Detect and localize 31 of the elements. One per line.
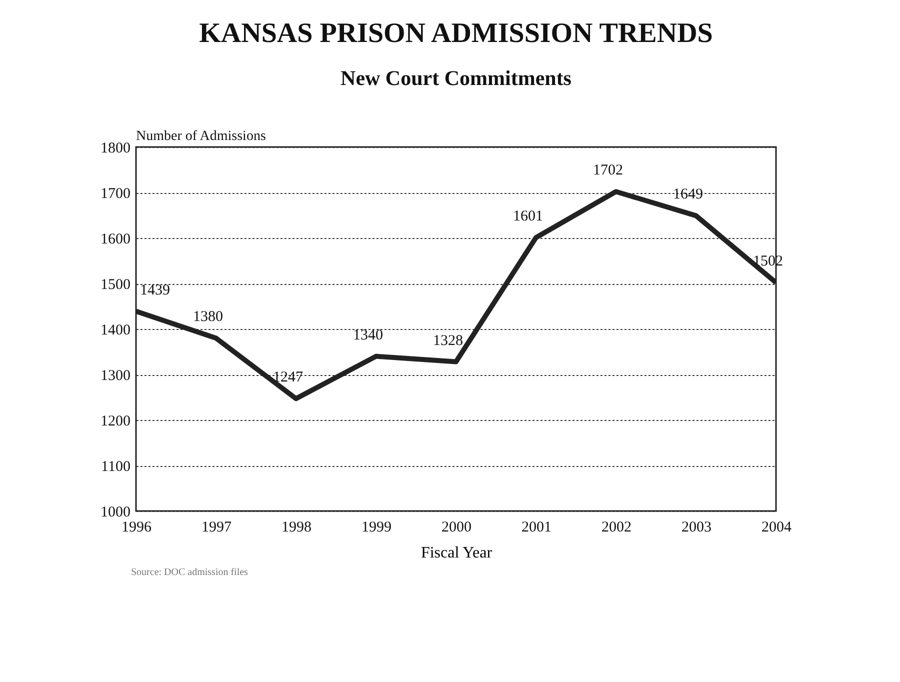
source-note: Source: DOC admission files xyxy=(131,567,248,578)
chart-title: KANSAS PRISON ADMISSION TRENDS xyxy=(199,18,713,49)
data-label: 1649 xyxy=(673,186,703,203)
x-tick-label: 2004 xyxy=(762,520,792,536)
y-tick-label: 1000 xyxy=(100,504,130,520)
x-tick-label: 2001 xyxy=(522,520,552,536)
x-tick-label: 1998 xyxy=(282,520,312,536)
data-label: 1601 xyxy=(513,208,543,225)
x-tick-label: 1999 xyxy=(362,520,392,536)
y-tick-label: 1100 xyxy=(101,459,130,475)
data-label: 1340 xyxy=(353,327,383,344)
x-axis-title: Fiscal Year xyxy=(420,544,493,562)
data-label: 1380 xyxy=(193,309,223,326)
y-tick-label: 1400 xyxy=(100,322,130,338)
x-tick-label: 1997 xyxy=(202,520,232,536)
y-tick-label: 1200 xyxy=(100,414,130,430)
chart-subtitle: New Court Commitments xyxy=(340,66,572,90)
data-label: 1439 xyxy=(140,282,170,298)
y-tick-label: 1800 xyxy=(100,140,130,156)
y-tick-label: 1500 xyxy=(100,277,130,293)
x-tick-label: 2000 xyxy=(442,520,472,536)
x-tick-label: 2003 xyxy=(682,520,712,536)
x-tick-label: 1996 xyxy=(122,520,152,536)
y-tick-label: 1600 xyxy=(100,232,130,248)
y-axis-title: Number of Admissions xyxy=(136,129,266,144)
y-tick-label: 1300 xyxy=(100,368,130,384)
data-label: 1328 xyxy=(433,332,463,349)
y-tick-label: 1700 xyxy=(100,186,130,202)
data-label: 1702 xyxy=(593,162,623,179)
data-label: 1247 xyxy=(273,370,304,386)
x-tick-label: 2002 xyxy=(602,520,632,536)
